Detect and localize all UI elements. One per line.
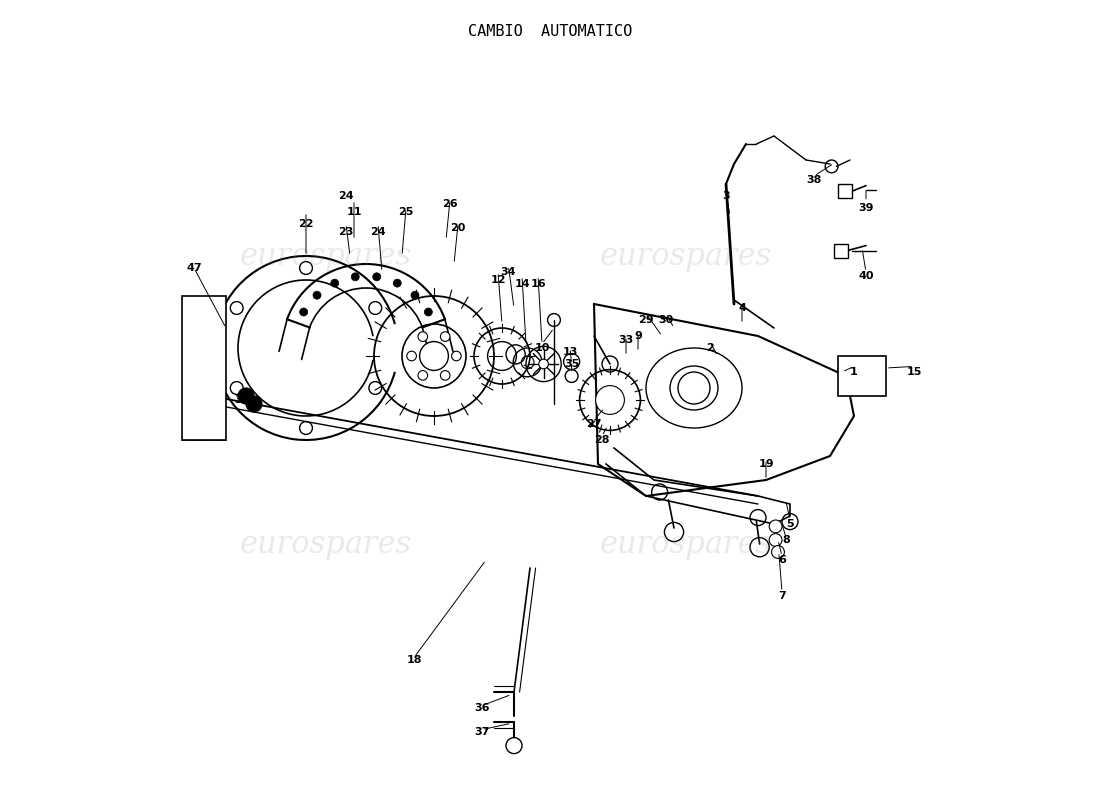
Circle shape bbox=[230, 382, 243, 394]
Text: 25: 25 bbox=[398, 207, 414, 217]
Text: 40: 40 bbox=[858, 271, 873, 281]
Text: 30: 30 bbox=[659, 315, 673, 325]
Text: 4: 4 bbox=[738, 303, 746, 313]
Text: 16: 16 bbox=[530, 279, 546, 289]
Text: 35: 35 bbox=[564, 359, 580, 369]
Circle shape bbox=[769, 534, 782, 546]
Circle shape bbox=[539, 359, 549, 369]
Circle shape bbox=[299, 422, 312, 434]
Text: 2: 2 bbox=[706, 343, 714, 353]
Circle shape bbox=[373, 273, 381, 281]
Text: eurospares: eurospares bbox=[600, 241, 772, 271]
Text: 13: 13 bbox=[562, 347, 578, 357]
Circle shape bbox=[506, 738, 522, 754]
Circle shape bbox=[368, 382, 382, 394]
Text: 28: 28 bbox=[594, 435, 609, 445]
Text: 34: 34 bbox=[500, 267, 516, 277]
Text: 7: 7 bbox=[778, 591, 785, 601]
Text: eurospares: eurospares bbox=[240, 529, 412, 559]
Text: 24: 24 bbox=[371, 227, 386, 237]
Text: 27: 27 bbox=[586, 419, 602, 429]
Circle shape bbox=[771, 546, 784, 558]
Text: 33: 33 bbox=[618, 335, 634, 345]
Circle shape bbox=[418, 370, 428, 380]
Circle shape bbox=[351, 273, 360, 281]
Circle shape bbox=[418, 332, 428, 342]
Text: eurospares: eurospares bbox=[240, 241, 412, 271]
Text: 22: 22 bbox=[298, 219, 314, 229]
Text: 5: 5 bbox=[786, 519, 794, 529]
Text: 11: 11 bbox=[346, 207, 362, 217]
Circle shape bbox=[393, 279, 402, 287]
Circle shape bbox=[299, 308, 308, 316]
Text: 19: 19 bbox=[758, 459, 773, 469]
Circle shape bbox=[411, 291, 419, 299]
Text: 20: 20 bbox=[450, 223, 465, 233]
Circle shape bbox=[368, 302, 382, 314]
Text: 18: 18 bbox=[406, 655, 421, 665]
Text: 24: 24 bbox=[338, 191, 354, 201]
Circle shape bbox=[314, 291, 321, 299]
Circle shape bbox=[565, 370, 578, 382]
Text: 47: 47 bbox=[186, 263, 201, 273]
Circle shape bbox=[769, 520, 782, 533]
Text: 6: 6 bbox=[778, 555, 785, 565]
Circle shape bbox=[299, 262, 312, 274]
Circle shape bbox=[440, 332, 450, 342]
Text: eurospares: eurospares bbox=[600, 529, 772, 559]
Text: 38: 38 bbox=[806, 175, 822, 185]
Circle shape bbox=[246, 396, 262, 412]
Circle shape bbox=[331, 279, 339, 287]
Text: 3: 3 bbox=[723, 191, 729, 201]
Text: 39: 39 bbox=[858, 203, 873, 213]
Text: 36: 36 bbox=[474, 703, 490, 713]
Circle shape bbox=[419, 342, 449, 370]
Circle shape bbox=[230, 302, 243, 314]
Text: 37: 37 bbox=[474, 727, 490, 737]
Text: 23: 23 bbox=[339, 227, 354, 237]
Bar bbox=[182, 296, 225, 440]
Text: 15: 15 bbox=[906, 367, 922, 377]
Bar bbox=[834, 244, 848, 258]
Circle shape bbox=[678, 372, 710, 404]
Text: 26: 26 bbox=[442, 199, 458, 209]
Text: 10: 10 bbox=[535, 343, 550, 353]
Bar bbox=[838, 184, 853, 198]
Text: 8: 8 bbox=[782, 535, 790, 545]
Text: CAMBIO  AUTOMATICO: CAMBIO AUTOMATICO bbox=[468, 24, 632, 39]
Circle shape bbox=[407, 351, 417, 361]
Circle shape bbox=[425, 308, 432, 316]
Text: 12: 12 bbox=[491, 275, 506, 285]
Bar bbox=[838, 356, 886, 396]
Text: 14: 14 bbox=[514, 279, 530, 289]
Circle shape bbox=[238, 388, 254, 404]
Text: 9: 9 bbox=[634, 331, 642, 341]
Circle shape bbox=[595, 386, 625, 414]
Text: 1: 1 bbox=[850, 367, 858, 377]
Circle shape bbox=[452, 351, 461, 361]
Text: 29: 29 bbox=[638, 315, 653, 325]
Text: 32: 32 bbox=[234, 395, 250, 405]
Circle shape bbox=[440, 370, 450, 380]
